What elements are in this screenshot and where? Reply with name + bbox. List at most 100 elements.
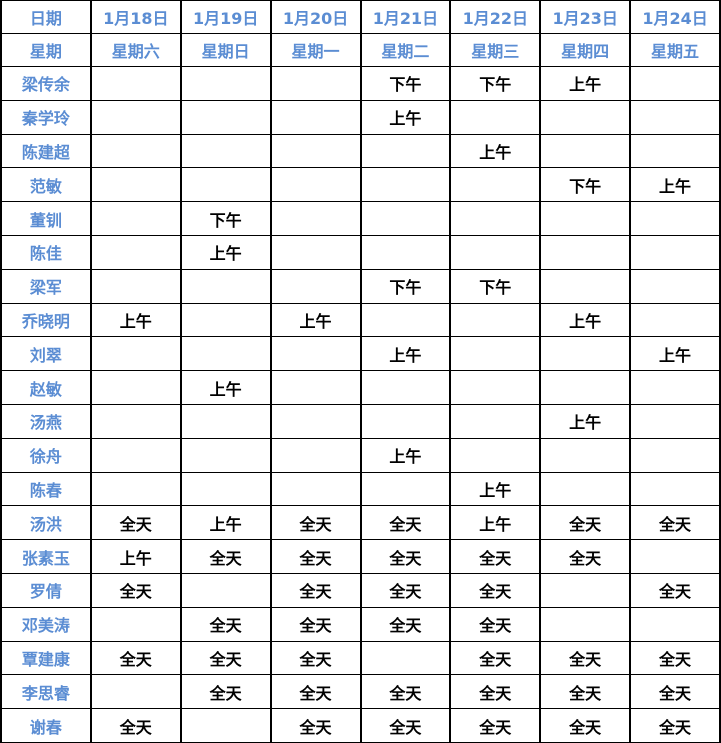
shift-cell: 全天: [179, 640, 272, 676]
person-name-cell: 陈佳: [0, 234, 92, 270]
weekday-header-row: 星期 星期六 星期日 星期一 星期二 星期三 星期四 星期五: [0, 33, 721, 67]
shift-cell: [539, 606, 632, 642]
date-header-cell: 1月19日: [179, 0, 272, 34]
shift-cell: 上午: [269, 302, 362, 338]
person-name-cell: 邓美涛: [0, 606, 92, 642]
shift-cell: [449, 403, 542, 439]
shift-cell: [449, 234, 542, 270]
person-row: 汤洪 全天 上午 全天 全天 上午 全天 全天: [0, 505, 721, 541]
person-row: 梁军 下午 下午: [0, 268, 721, 304]
shift-cell: 全天: [359, 674, 452, 710]
shift-cell: 上午: [629, 167, 721, 203]
person-name-cell: 梁军: [0, 268, 92, 304]
shift-cell: 下午: [449, 66, 542, 101]
shift-cell: [89, 403, 182, 439]
person-row: 汤燕 上午: [0, 403, 721, 439]
weekday-corner-label: 星期: [0, 33, 92, 67]
shift-cell: 全天: [449, 640, 542, 676]
shift-cell: [449, 437, 542, 473]
shift-cell: 全天: [449, 539, 542, 574]
person-name-cell: 李思睿: [0, 674, 92, 710]
shift-cell: [179, 268, 272, 304]
shift-cell: [89, 167, 182, 203]
shift-cell: 全天: [629, 708, 721, 743]
person-row: 邓美涛 全天 全天 全天 全天: [0, 606, 721, 642]
shift-cell: 全天: [359, 708, 452, 743]
shift-cell: 全天: [359, 539, 452, 574]
shift-cell: 全天: [179, 674, 272, 710]
date-header-row: 日期 1月18日 1月19日 1月20日 1月21日 1月22日 1月23日 1月24日: [0, 0, 721, 34]
shift-cell: 上午: [539, 66, 632, 101]
shift-cell: 全天: [89, 505, 182, 541]
shift-cell: 下午: [359, 268, 452, 304]
shift-cell: 下午: [539, 167, 632, 203]
shift-cell: [179, 133, 272, 169]
person-row: 李思睿 全天 全天 全天 全天 全天 全天: [0, 674, 721, 710]
shift-cell: 全天: [89, 640, 182, 676]
shift-cell: [359, 133, 452, 169]
shift-cell: [449, 302, 542, 338]
shift-cell: 全天: [539, 674, 632, 710]
shift-cell: [89, 234, 182, 270]
shift-cell: [539, 268, 632, 304]
shift-cell: [89, 133, 182, 169]
shift-cell: [539, 437, 632, 473]
shift-cell: [269, 471, 362, 507]
person-name-cell: 汤洪: [0, 505, 92, 541]
shift-cell: 全天: [269, 606, 362, 642]
shift-cell: [89, 66, 182, 101]
shift-cell: [359, 167, 452, 203]
shift-cell: 全天: [539, 505, 632, 541]
shift-cell: [359, 201, 452, 236]
person-name-cell: 乔晓明: [0, 302, 92, 338]
shift-cell: 全天: [359, 572, 452, 608]
weekday-header-cell: 星期五: [629, 33, 721, 67]
shift-cell: [449, 167, 542, 203]
shift-cell: [449, 370, 542, 405]
shift-cell: [89, 99, 182, 135]
shift-cell: [269, 133, 362, 169]
shift-cell: [539, 99, 632, 135]
shift-cell: [539, 201, 632, 236]
weekday-header-cell: 星期一: [269, 33, 362, 67]
shift-cell: [629, 370, 721, 405]
date-corner-label: 日期: [0, 0, 92, 34]
shift-cell: [179, 437, 272, 473]
shift-cell: 全天: [629, 505, 721, 541]
person-row: 梁传余 下午 下午 上午: [0, 66, 721, 101]
shift-cell: 全天: [359, 505, 452, 541]
shift-cell: [359, 471, 452, 507]
shift-cell: 上午: [89, 539, 182, 574]
shift-cell: 上午: [179, 234, 272, 270]
person-row: 张素玉 上午 全天 全天 全天 全天 全天: [0, 539, 721, 574]
shift-cell: 全天: [179, 539, 272, 574]
date-header-cell: 1月21日: [359, 0, 452, 34]
shift-cell: 全天: [269, 674, 362, 710]
person-row: 徐舟 上午: [0, 437, 721, 473]
shift-cell: [629, 201, 721, 236]
person-name-cell: 范敏: [0, 167, 92, 203]
shift-cell: [359, 403, 452, 439]
shift-cell: [539, 572, 632, 608]
shift-cell: [629, 403, 721, 439]
shift-cell: [269, 403, 362, 439]
shift-cell: 上午: [449, 133, 542, 169]
person-row: 范敏 下午 上午: [0, 167, 721, 203]
shift-cell: [359, 302, 452, 338]
person-row: 陈春 上午: [0, 471, 721, 507]
shift-cell: 全天: [269, 539, 362, 574]
person-name-cell: 徐舟: [0, 437, 92, 473]
shift-cell: [89, 674, 182, 710]
date-header-cell: 1月23日: [539, 0, 632, 34]
shift-cell: [269, 268, 362, 304]
shift-cell: 全天: [449, 572, 542, 608]
shift-cell: [629, 133, 721, 169]
shift-cell: 全天: [269, 505, 362, 541]
shift-cell: [539, 370, 632, 405]
shift-cell: [629, 66, 721, 101]
person-row: 赵敏 上午: [0, 370, 721, 405]
shift-cell: [269, 370, 362, 405]
shift-cell: 上午: [449, 471, 542, 507]
